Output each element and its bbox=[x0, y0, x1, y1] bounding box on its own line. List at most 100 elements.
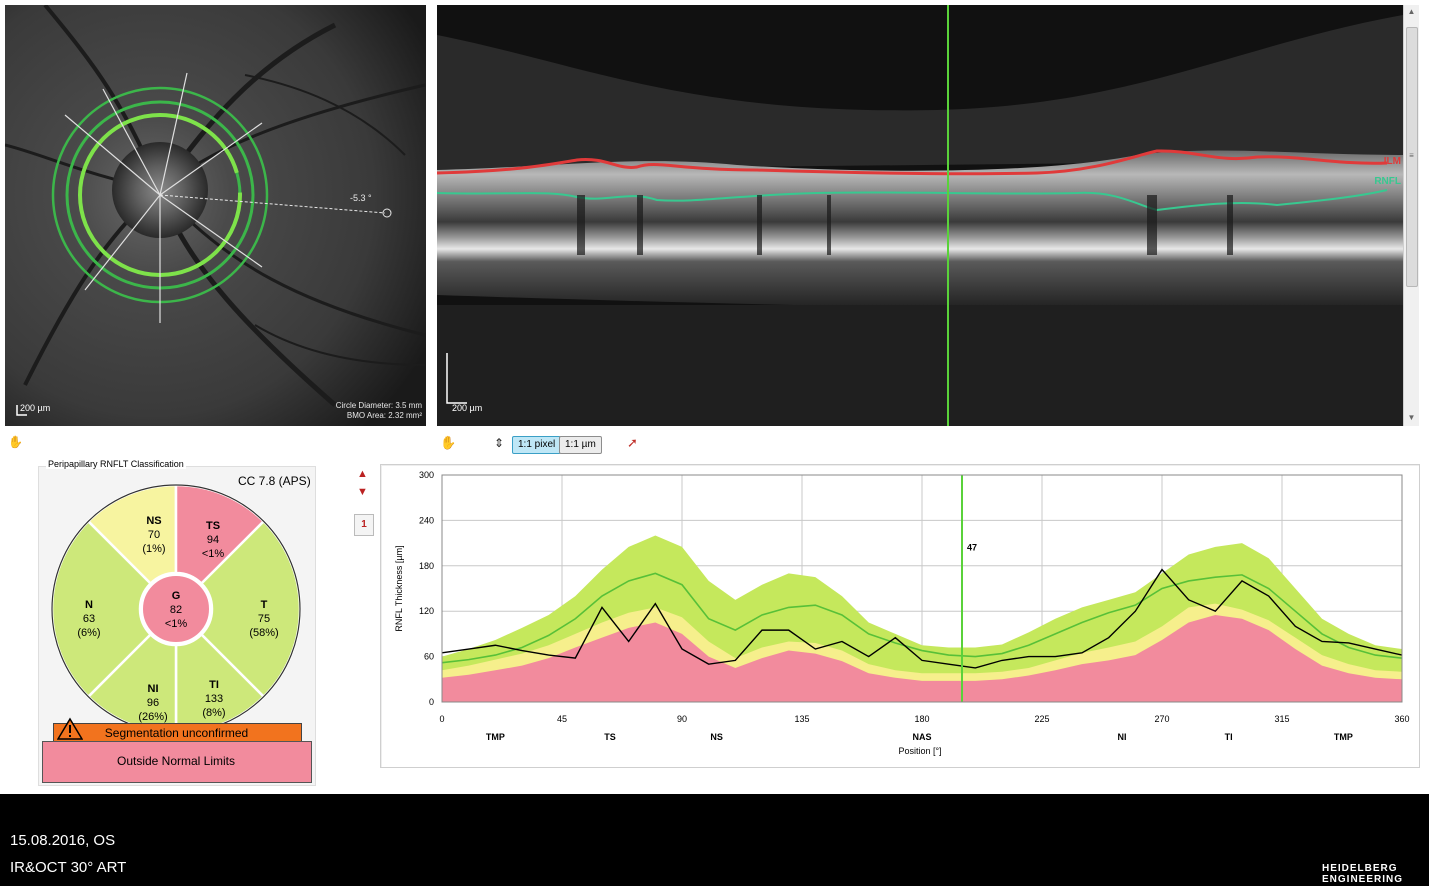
ilm-label: ILM bbox=[1384, 156, 1401, 167]
sector-lines bbox=[64, 72, 263, 323]
y-tick-label: 300 bbox=[419, 470, 434, 480]
series-mean bbox=[441, 572, 1403, 664]
fovea-angle-label: -5.3 ° bbox=[350, 193, 372, 203]
sector-ni-pct: (26%) bbox=[138, 711, 167, 723]
sector-axis-label: TI bbox=[1225, 732, 1233, 742]
ilm-line bbox=[437, 149, 1388, 176]
sector-n-name: N bbox=[85, 599, 93, 611]
footer-bar bbox=[0, 794, 1429, 886]
hand-tool-icon[interactable]: ✋ bbox=[440, 435, 457, 450]
bscan-scrollbar[interactable]: ▲ ≡ ▼ bbox=[1403, 5, 1419, 426]
pointer-tool-icon[interactable]: ➚ bbox=[627, 435, 638, 450]
sector-ns-pct: (1%) bbox=[142, 543, 165, 555]
sector-axis-label: NS bbox=[710, 732, 723, 742]
x-tick-label: 90 bbox=[677, 714, 687, 724]
sector-pie: NS 70 (1%) TS 94 <1% T 75 (58%) TI 133 (8%) NI 96 (26%… bbox=[50, 483, 302, 726]
cursor-value-label: 47 bbox=[967, 543, 977, 553]
sector-ns-name: NS bbox=[146, 515, 161, 527]
one-to-one-pixel-button[interactable]: 1:1 pixel bbox=[512, 436, 562, 454]
sector-g-pct: <1% bbox=[165, 618, 188, 630]
sector-ti-name: TI bbox=[209, 679, 219, 691]
thickness-chart[interactable]: 47 0 60 120 180 240 300 0 45 90 135 180 225 270 315 36… bbox=[380, 464, 1418, 766]
fundus-scale-bar bbox=[16, 405, 27, 416]
fovea-marker[interactable] bbox=[382, 208, 392, 218]
sector-g-name: G bbox=[172, 590, 181, 602]
bmo-area-label: BMO Area: 2.32 mm² bbox=[347, 411, 422, 420]
y-axis-label: RNFL Thickness [µm] bbox=[394, 545, 404, 631]
x-tick-label: 135 bbox=[794, 714, 809, 724]
fundus-scale-label: 200 µm bbox=[20, 403, 50, 413]
x-tick-label: 360 bbox=[1394, 714, 1409, 724]
scan-index-badge[interactable]: 1 bbox=[354, 514, 374, 536]
previous-scan-icon[interactable]: ▲ bbox=[357, 468, 368, 480]
scroll-down-icon[interactable]: ▼ bbox=[1407, 413, 1416, 422]
sector-ns-value: 70 bbox=[148, 529, 160, 541]
sector-t-value: 75 bbox=[258, 613, 270, 625]
sector-axis-label: TMP bbox=[1334, 732, 1353, 742]
exam-date-eye: 15.08.2016, OS bbox=[10, 832, 116, 849]
vitreous-speckle bbox=[437, 15, 1403, 170]
next-scan-icon[interactable]: ▼ bbox=[357, 486, 368, 498]
classification-title: Peripapillary RNFLT Classification bbox=[46, 459, 186, 469]
x-tick-label: 225 bbox=[1034, 714, 1049, 724]
result-text: Outside Normal Limits bbox=[116, 754, 236, 768]
segmentation-text: Segmentation unconfirmed bbox=[104, 726, 249, 740]
sector-t-name: T bbox=[261, 599, 268, 611]
thickness-lines: 47 bbox=[441, 475, 1403, 702]
y-tick-label: 0 bbox=[429, 697, 434, 707]
plot-area-border bbox=[441, 474, 1403, 703]
result-box bbox=[42, 741, 312, 783]
pan-hand-icon[interactable]: ✋ bbox=[8, 435, 23, 449]
circle-diameter-label: Circle Diameter: 3.5 mm bbox=[336, 401, 423, 410]
sector-ts-pct: <1% bbox=[202, 548, 225, 560]
scrollbar-thumb[interactable] bbox=[1406, 27, 1418, 287]
sector-ts-value: 94 bbox=[207, 534, 219, 546]
x-tick-label: 180 bbox=[914, 714, 929, 724]
sector-axis-label: TMP bbox=[486, 732, 505, 742]
y-tick-label: 180 bbox=[419, 561, 434, 571]
sector-axis-label: TS bbox=[604, 732, 616, 742]
fit-height-icon[interactable]: ⇕ bbox=[494, 436, 505, 450]
choroid bbox=[437, 305, 1403, 426]
bscan-scale-bar bbox=[446, 353, 467, 404]
scroll-up-icon[interactable]: ▲ bbox=[1407, 7, 1416, 16]
series-patient bbox=[441, 568, 1403, 669]
x-tick-label: 315 bbox=[1274, 714, 1289, 724]
fundus-image[interactable]: 200 µm -5.3 ° Circle Diameter: 3.5 mm BM… bbox=[5, 5, 426, 426]
y-tick-label: 120 bbox=[419, 606, 434, 616]
fovea-line bbox=[159, 194, 386, 214]
sector-g[interactable] bbox=[141, 574, 211, 644]
scan-mode: IR&OCT 30° ART bbox=[10, 859, 127, 876]
x-tick-label: 0 bbox=[439, 714, 444, 724]
vessel-shadows bbox=[577, 195, 1233, 255]
sector-n-pct: (6%) bbox=[77, 627, 100, 639]
x-tick-label: 270 bbox=[1154, 714, 1169, 724]
bscan-svg: 200 µm ILM RNFL bbox=[437, 5, 1403, 426]
brand-logo-line1: HEIDELBERG bbox=[1322, 863, 1398, 874]
cc-label: CC 7.8 (APS) bbox=[238, 474, 311, 488]
sector-ni-value: 96 bbox=[147, 697, 159, 709]
oct-bscan[interactable]: 200 µm ILM RNFL bbox=[437, 5, 1403, 426]
sector-ni-name: NI bbox=[148, 683, 159, 695]
sector-t-pct: (58%) bbox=[249, 627, 278, 639]
y-tick-label: 240 bbox=[419, 515, 434, 525]
retina-layers bbox=[437, 150, 1403, 310]
fundus-background bbox=[5, 5, 426, 426]
bscan-scale-label: 200 µm bbox=[452, 403, 482, 413]
fundus-svg: 200 µm -5.3 ° Circle Diameter: 3.5 mm BM… bbox=[5, 5, 426, 426]
warning-icon bbox=[57, 717, 83, 740]
plot-axes: 0 60 120 180 240 300 0 45 90 135 180 225 270 315 360 TM… bbox=[419, 470, 1410, 742]
outside-normal-band bbox=[442, 614, 1402, 702]
rnfl-label: RNFL bbox=[1374, 176, 1401, 187]
y-tick-label: 60 bbox=[424, 652, 434, 662]
scroll-grip-icon: ≡ bbox=[1409, 151, 1414, 160]
sector-group: NS 70 (1%) TS 94 <1% T 75 (58%) TI 133 (8%) NI 96 (26%… bbox=[50, 483, 302, 726]
one-to-one-micron-button[interactable]: 1:1 µm bbox=[559, 436, 602, 454]
sector-outline bbox=[51, 484, 301, 726]
sector-ti-value: 133 bbox=[205, 693, 223, 705]
sector-ti-pct: (8%) bbox=[202, 707, 225, 719]
sector-axis-label: NAS bbox=[912, 732, 931, 742]
brand-logo-line2: ENGINEERING bbox=[1322, 874, 1404, 885]
x-tick-label: 45 bbox=[557, 714, 567, 724]
x-axis-label: Position [°] bbox=[898, 746, 941, 756]
